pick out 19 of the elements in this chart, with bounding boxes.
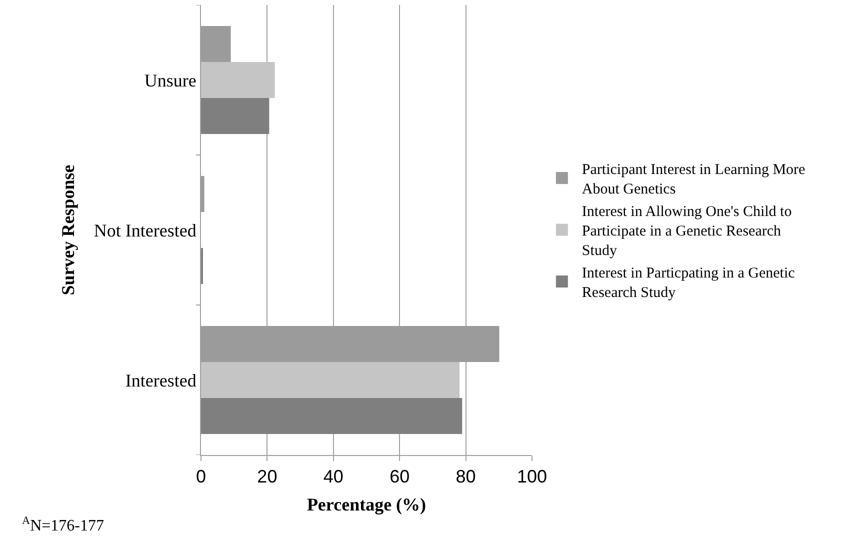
y-tick-label: Interested xyxy=(125,370,196,390)
bar xyxy=(201,362,460,398)
y-tick-label: Unsure xyxy=(144,70,196,90)
x-axis-title: Percentage (%) xyxy=(306,494,426,515)
x-tick-label: 80 xyxy=(456,466,476,487)
x-tick-label: 0 xyxy=(196,466,206,487)
legend-label: Interest in Allowing One's Child to Participate in a Genetic Research Study xyxy=(582,204,792,260)
bar xyxy=(201,62,275,98)
legend-label: Interest in Particpating in a Genetic Research Study xyxy=(582,266,796,302)
x-tick-label: 40 xyxy=(323,466,344,487)
x-tick-label: 100 xyxy=(516,466,548,487)
y-axis-title: Survey Response xyxy=(58,164,78,296)
y-tick-label: Not Interested xyxy=(94,220,196,240)
x-tick-label: 60 xyxy=(390,466,410,487)
x-tick-label: 20 xyxy=(257,466,278,487)
bar xyxy=(201,398,462,434)
bar xyxy=(201,98,270,134)
legend-label: Participant Interest in Learning More About Genetics xyxy=(582,162,806,198)
text: $^{A}$N=176-177 xyxy=(22,515,104,535)
